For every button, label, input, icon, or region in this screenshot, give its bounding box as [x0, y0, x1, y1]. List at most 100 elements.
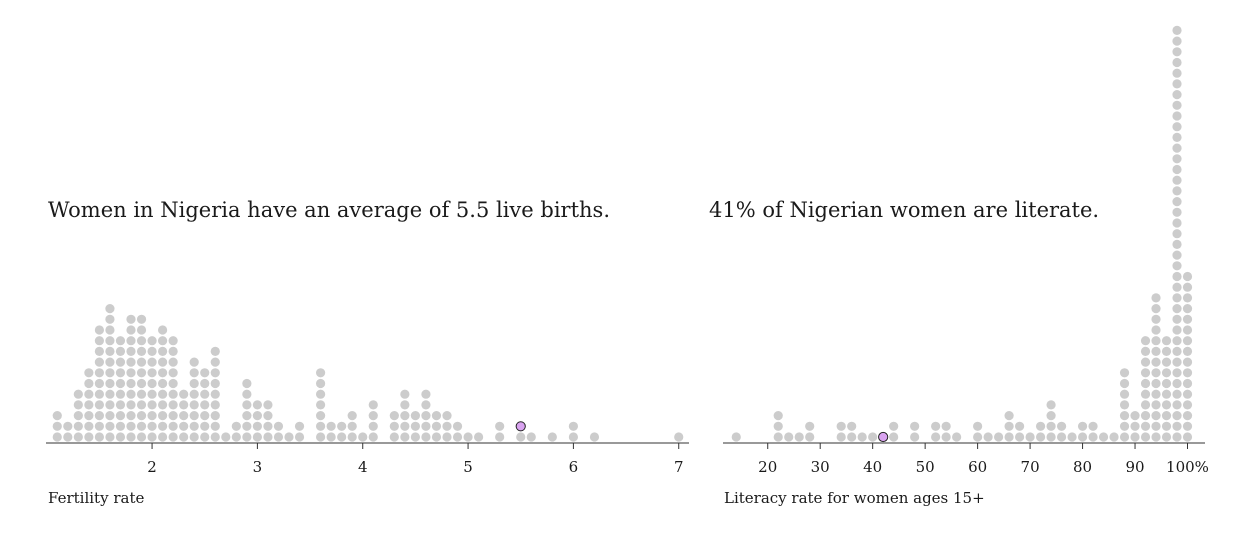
literacy-dot: [1172, 282, 1182, 292]
fertility-dot: [474, 432, 484, 442]
literacy-dot: [1088, 421, 1098, 431]
fertility-dot: [84, 421, 94, 431]
literacy-dot: [1182, 271, 1193, 282]
literacy-dot: [1140, 368, 1151, 378]
fertility-dot: [94, 325, 104, 335]
fertility-dot: [389, 411, 399, 421]
literacy-dot: [1046, 421, 1056, 431]
fertility-dot: [242, 411, 252, 421]
fertility-dot: [252, 432, 262, 442]
literacy-dot: [973, 432, 983, 442]
fertility-dot: [126, 400, 136, 410]
literacy-dot: [1151, 378, 1161, 389]
literacy-dot: [1172, 357, 1182, 367]
fertility-dot: [326, 421, 336, 431]
fertility-tick-label: 2: [147, 458, 157, 476]
literacy-dot: [784, 432, 794, 442]
literacy-dot: [889, 432, 899, 442]
literacy-dot: [1151, 400, 1161, 410]
fertility-dot: [147, 378, 157, 389]
fertility-dot: [105, 411, 115, 421]
literacy-dot: [1056, 432, 1067, 442]
fertility-dot: [94, 346, 104, 356]
literacy-tick-label: 30: [811, 458, 830, 476]
fertility-dot: [368, 411, 378, 421]
fertility-dot: [52, 411, 62, 421]
literacy-dot: [1014, 432, 1025, 442]
literacy-dot: [1172, 411, 1182, 421]
fertility-dot: [179, 389, 189, 399]
literacy-highlight-dot[interactable]: [878, 431, 889, 443]
literacy-dot: [1172, 336, 1182, 346]
fertility-highlight-dot[interactable]: [515, 421, 526, 432]
literacy-dot: [1151, 325, 1161, 335]
literacy-dot: [1182, 304, 1193, 314]
literacy-dot: [941, 421, 951, 431]
literacy-dot: [1151, 304, 1161, 314]
literacy-dot: [1172, 36, 1182, 46]
fertility-dot: [147, 346, 157, 356]
literacy-dot: [1161, 411, 1172, 421]
literacy-dot: [1172, 25, 1182, 35]
literacy-dot: [1004, 432, 1014, 442]
fertility-dot: [73, 411, 83, 421]
fertility-dot: [94, 421, 104, 431]
fertility-dot: [126, 432, 136, 442]
fertility-dot: [126, 325, 136, 335]
fertility-dot: [158, 346, 168, 356]
fertility-dot: [147, 336, 157, 346]
fertility-dot: [231, 432, 241, 442]
fertility-dot: [674, 432, 684, 442]
literacy-dot: [1182, 346, 1193, 356]
literacy-dot: [1172, 346, 1182, 356]
fertility-dot: [136, 325, 147, 335]
fertility-dot: [410, 432, 420, 442]
fertility-dot: [316, 368, 326, 378]
literacy-dot: [1182, 368, 1193, 378]
fertility-dot: [147, 368, 157, 378]
fertility-dot: [210, 421, 220, 431]
fertility-dot: [189, 400, 199, 410]
fertility-dot: [284, 432, 294, 442]
literacy-dot: [1161, 346, 1172, 356]
fertility-dot: [189, 389, 199, 399]
literacy-dot: [1172, 218, 1182, 228]
fertility-dot: [158, 389, 168, 399]
fertility-dot: [84, 378, 94, 389]
fertility-dot: [126, 389, 136, 399]
fertility-dot: [495, 432, 505, 442]
fertility-dot: [168, 346, 178, 356]
literacy-headline: 41% of Nigerian women are literate.: [709, 198, 1100, 222]
fertility-dot: [368, 432, 378, 442]
fertility-dot: [231, 421, 241, 431]
literacy-dot: [1172, 389, 1182, 399]
fertility-dot: [126, 346, 136, 356]
literacy-dot: [1172, 68, 1182, 78]
literacy-dot: [1172, 314, 1182, 324]
literacy-dot: [773, 411, 783, 421]
fertility-dot: [105, 378, 115, 389]
literacy-dot: [1172, 100, 1182, 110]
literacy-axis-title: Literacy rate for women ages 15+: [724, 489, 985, 507]
fertility-dot: [168, 432, 178, 442]
fertility-dot: [294, 421, 305, 431]
literacy-dot: [1172, 304, 1182, 314]
literacy-dot: [1077, 432, 1088, 442]
fertility-dot: [179, 432, 189, 442]
literacy-dot: [1098, 432, 1109, 442]
fertility-dot: [158, 421, 168, 431]
fertility-dot: [442, 421, 452, 431]
fertility-dot: [73, 432, 83, 442]
fertility-dot: [105, 389, 115, 399]
literacy-dot: [1182, 400, 1193, 410]
literacy-dot: [1151, 389, 1161, 399]
literacy-dot: [1172, 111, 1182, 121]
fertility-dot: [210, 346, 220, 356]
fertility-dot: [136, 368, 147, 378]
fertility-tick-label: 6: [569, 458, 579, 476]
fertility-dot: [168, 400, 178, 410]
literacy-dot: [1182, 336, 1193, 346]
fertility-tick-label: 3: [253, 458, 263, 476]
literacy-dot: [952, 432, 962, 442]
fertility-dot: [84, 389, 94, 399]
